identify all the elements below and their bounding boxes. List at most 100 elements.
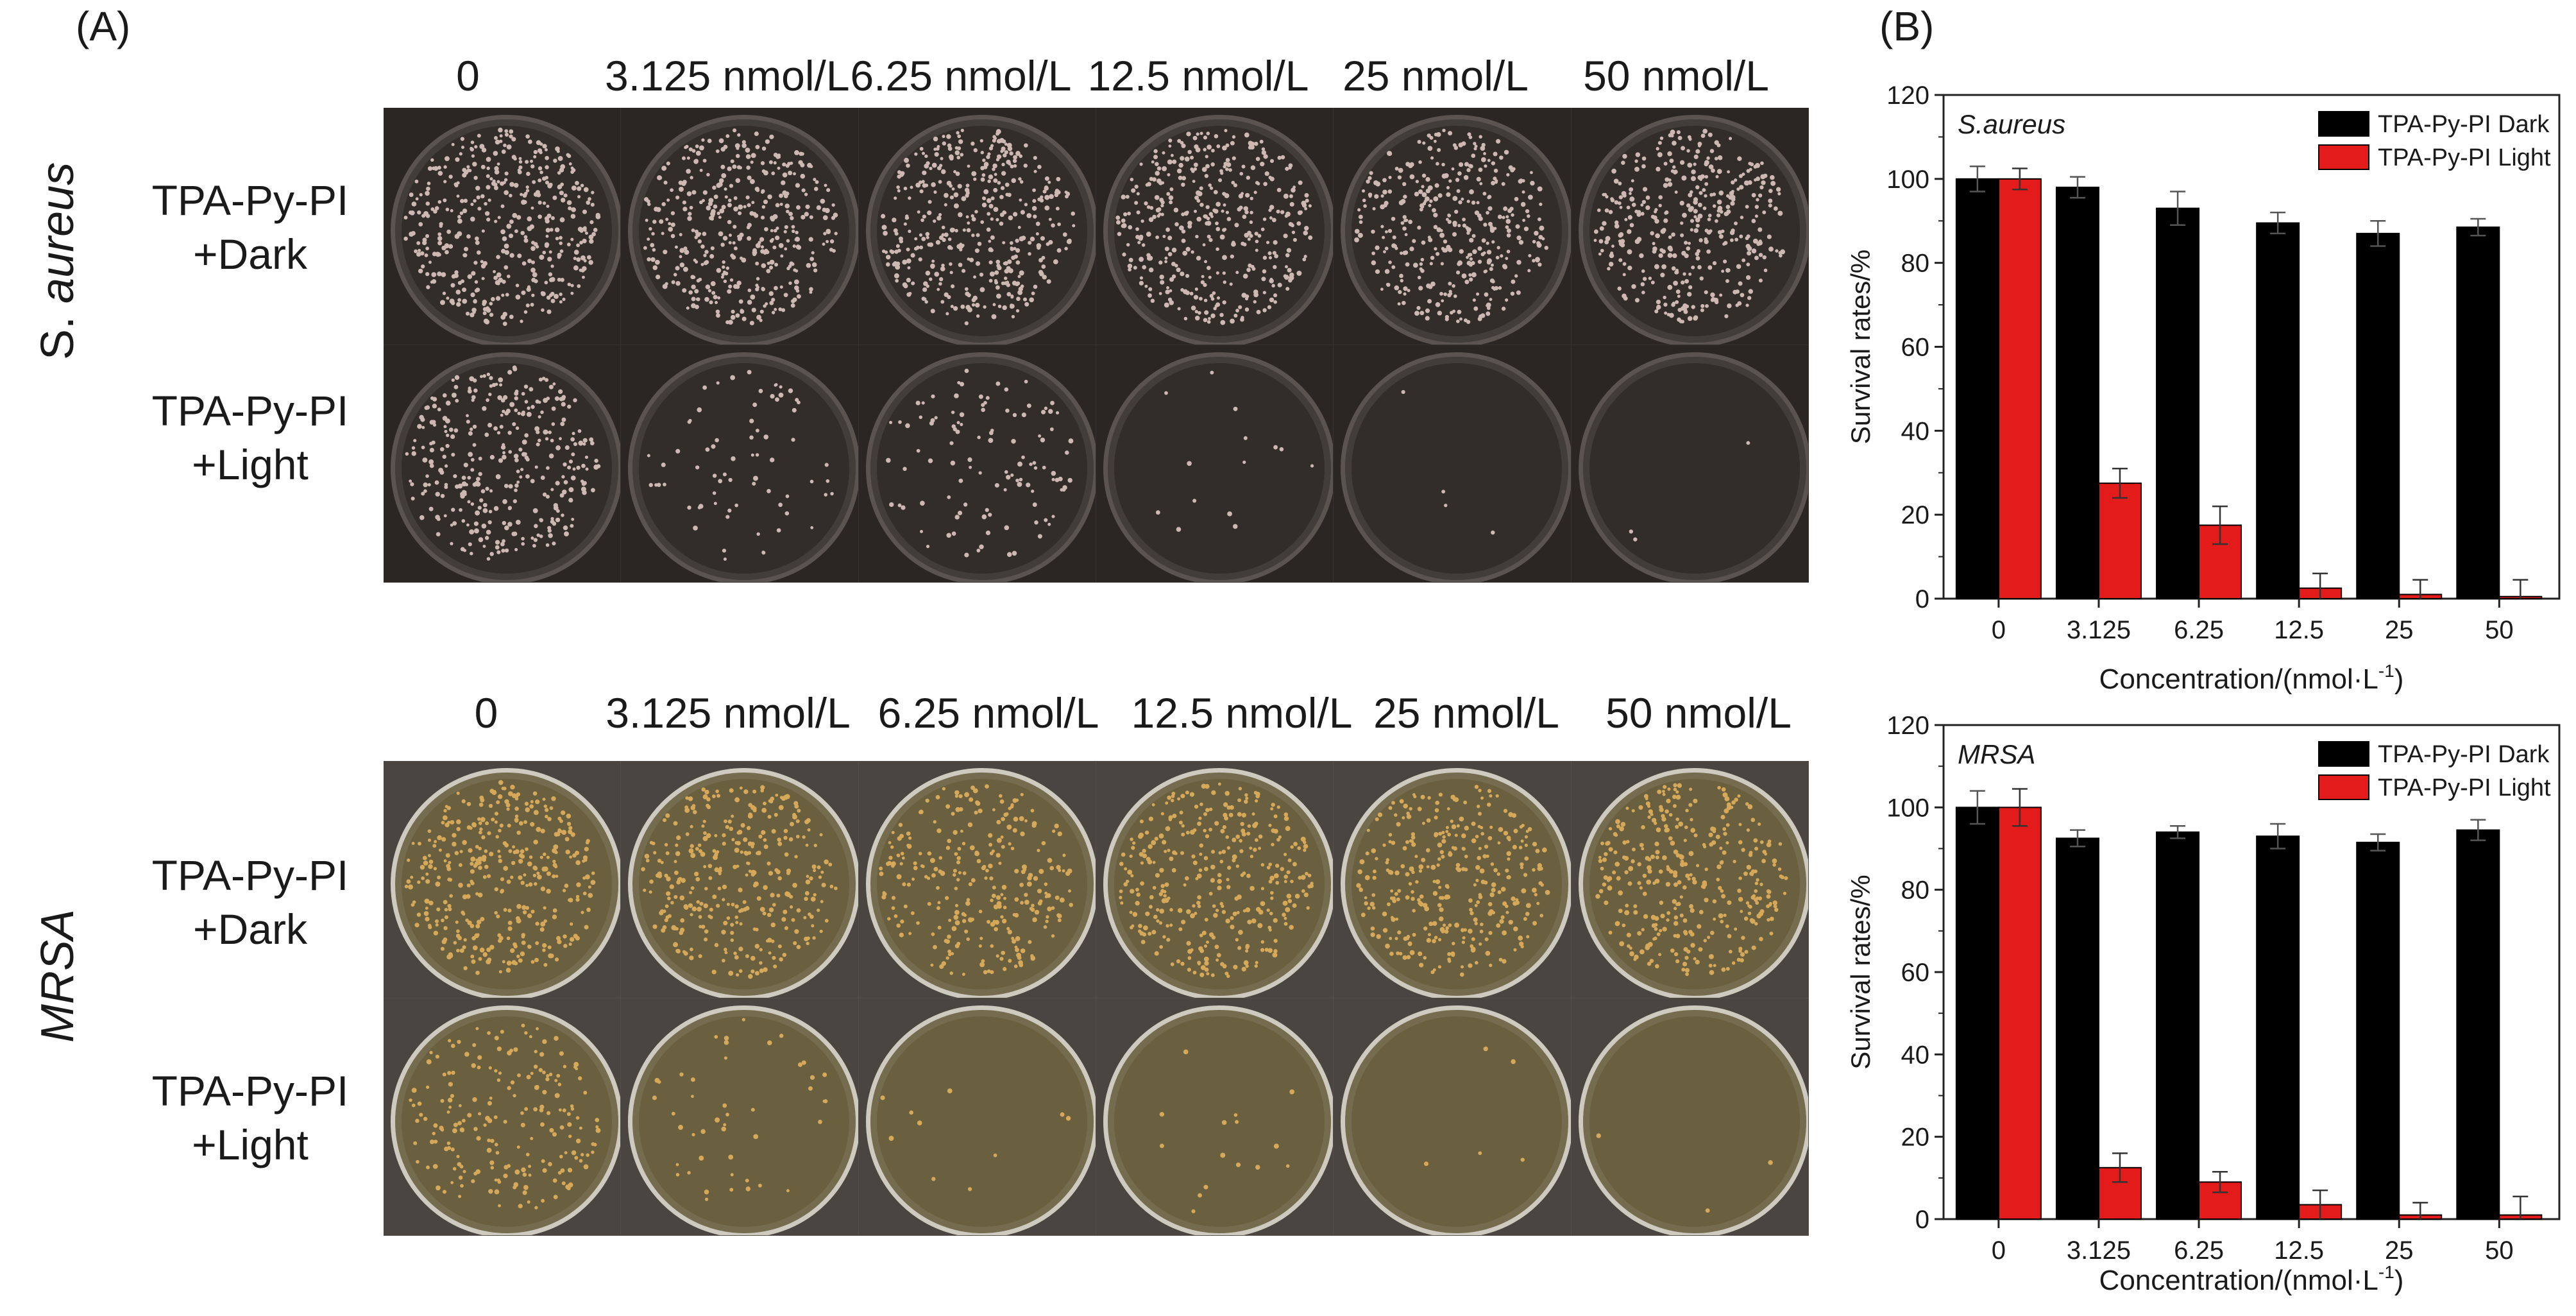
top-column-headers: 0 3.125 nmol/L 6.25 nmol/L 12.5 nmol/L 2… [384,51,1808,103]
petri-dish [1341,352,1571,582]
y-axis-label: Survival rates/% [1845,875,1876,1069]
chart-annotation: S.aureus [1958,109,2065,139]
bar-dark [2356,232,2400,599]
column-header: 50 nmol/L [1606,689,1792,737]
y-tick-label: 0 [1915,585,1929,613]
mrsa-plate-cell [384,761,622,998]
column-header: 25 nmol/L [1373,689,1559,737]
petri-dish [865,1005,1096,1235]
petri-dish [628,115,858,345]
x-tick-label: 25 [2385,1236,2414,1265]
s-aureus-plate-cell [384,108,622,345]
x-tick-label: 25 [2385,616,2414,644]
petri-dish [1578,1005,1808,1235]
bar-dark [1955,178,1999,600]
strain-prefix: S. [32,316,83,360]
mrsa-plate-cell [384,998,622,1236]
x-tick-label: 3.125 [2067,1236,2131,1265]
y-tick-label: 20 [1901,1124,1930,1152]
legend-swatch [2318,144,2369,170]
petri-dish [1341,115,1571,345]
petri-dish [391,1005,621,1235]
petri-dish [1103,115,1334,345]
s-aureus-plate-cell [621,108,859,345]
bar-dark [2356,841,2400,1220]
mrsa-plate-cell [621,761,859,998]
s-aureus-plate-cell [621,345,859,583]
row-label-line1: TPA-Py-PI [151,387,349,434]
column-header: 0 [474,689,498,737]
petri-dish [628,352,858,582]
y-tick-label: 60 [1901,959,1930,987]
plate-grid-s-aureus [384,108,1809,583]
x-tick-label: 6.25 [2174,1236,2224,1265]
bar-dark [2055,837,2099,1220]
y-tick-label: 20 [1901,501,1930,529]
plate-grid-mrsa [384,761,1809,1236]
petri-dish [1103,352,1334,582]
y-tick-label: 0 [1915,1206,1929,1234]
strain-name: aureus [32,162,83,303]
chart-annotation: MRSA [1958,739,2035,769]
s-aureus-plate-cell [1334,345,1572,583]
s-aureus-plate-cell [1096,345,1334,583]
bar-dark [2256,835,2300,1220]
petri-dish [865,115,1096,345]
column-header: 12.5 nmol/L [1131,689,1353,737]
column-header: 50 nmol/L [1583,52,1769,99]
bar-dark [2456,829,2500,1220]
column-header: 3.125 nmol/L [606,689,851,737]
mrsa-plate-cell [1096,998,1334,1236]
y-axis-label: Survival rates/% [1845,250,1876,444]
x-axis-label: Concentration/(nmol·L-1) [2099,1262,2404,1296]
x-axis-label: Concentration/(nmol·L-1) [2099,661,2404,695]
petri-dish [1578,115,1808,345]
x-tick-label: 12.5 [2274,1236,2324,1265]
s-aureus-plate-cell [858,345,1096,583]
column-header: 3.125 nmol/L [605,52,850,99]
x-tick-label: 0 [1992,616,2006,644]
bar-light [1997,807,2042,1220]
row-label-light: TPA-Py-PI +Light [115,1064,385,1172]
y-tick-label: 120 [1886,81,1929,110]
y-tick-label: 120 [1886,712,1929,740]
row-label-dark: TPA-Py-PI +Dark [115,848,385,956]
row-label-dark: TPA-Py-PI +Dark [115,173,385,281]
mrsa-plate-cell [858,761,1096,998]
petri-dish [1578,768,1808,998]
s-aureus-plate-cell [1571,345,1809,583]
mrsa-plate-cell [858,998,1096,1236]
column-header: 6.25 nmol/L [850,52,1072,99]
column-header: 0 [456,52,480,99]
bar-dark [2456,226,2500,599]
bottom-column-headers: 0 3.125 nmol/L 6.25 nmol/L 12.5 nmol/L 2… [384,688,1808,740]
x-tick-label: 50 [2485,616,2514,644]
petri-dish [865,768,1096,998]
bar-chart-s-aureus: 0 20 40 60 80 100 120 0 3.125 6.25 12.5 25 50 S.aureu… [1845,81,2561,695]
legend-label: TPA-Py-PI Dark [2378,111,2550,138]
petri-dish [391,115,621,345]
strain-name: MRSA [32,909,83,1043]
mrsa-plate-cell [1334,761,1572,998]
petri-dish [1341,1005,1571,1235]
bar-chart-mrsa: 0 20 40 60 80 100 120 0 3.125 6.25 12.5 25 50 MRSA TPA… [1845,712,2561,1296]
legend-swatch [2318,774,2369,800]
mrsa-plate-cell [1571,761,1809,998]
column-header: 12.5 nmol/L [1087,52,1309,99]
petri-dish [391,352,621,582]
panel-b-label: (B) [1879,3,1935,49]
mrsa-plate-cell [1096,761,1334,998]
legend-label: TPA-Py-PI Light [2378,144,2551,171]
petri-dish [628,1005,858,1235]
petri-dish [865,352,1096,582]
y-tick-label: 80 [1901,876,1930,905]
s-aureus-plate-cell [1571,108,1809,345]
legend-label: TPA-Py-PI Dark [2378,741,2550,768]
legend-swatch [2318,111,2369,137]
x-tick-label: 6.25 [2174,616,2224,644]
y-tick-label: 80 [1901,250,1930,278]
y-tick-label: 40 [1901,1041,1930,1069]
bar-dark [2156,831,2200,1220]
y-tick-label: 40 [1901,417,1930,445]
bar-dark [2055,186,2099,599]
